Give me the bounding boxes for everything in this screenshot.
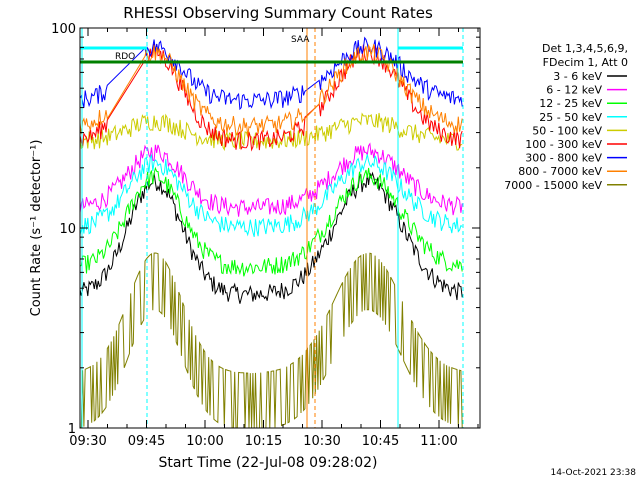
- legend-header-1: Det 1,3,4,5,6,9,: [542, 42, 628, 55]
- x-tick-label-6: 10:45: [362, 434, 399, 449]
- overlay-layer: RDO SAA: [80, 28, 464, 428]
- series-line-8: [79, 43, 463, 136]
- series-line-7: [79, 36, 463, 111]
- y-tick-label-3: 100: [51, 22, 76, 37]
- x-tick-label-5: 10:30: [303, 434, 340, 449]
- legend-label-6: 100 - 300 keV: [525, 138, 602, 151]
- x-tick-label-4: 10:15: [245, 434, 282, 449]
- legend-label-4: 25 - 50 keV: [539, 111, 602, 124]
- legend-label-8: 800 - 7000 keV: [518, 165, 602, 178]
- series-layer: [79, 36, 463, 429]
- y-tick-label-2: 10: [59, 222, 76, 237]
- legend-label-9: 7000 - 15000 keV: [504, 179, 602, 192]
- legend-label-7: 300 - 800 keV: [525, 152, 602, 165]
- legend: Det 1,3,4,5,6,9,FDecim 1, Att 03 - 6 keV…: [504, 42, 628, 192]
- axes-layer: 1 10 100 09:30 09:45 10:00 10:15 10:30 10:45 11:0…: [51, 22, 481, 449]
- legend-label-5: 50 - 100 keV: [532, 124, 602, 137]
- annotation-rdo: RDO: [115, 52, 135, 62]
- y-axis-label: Count Rate (s⁻¹ detector⁻¹): [29, 140, 44, 317]
- chart-title: RHESSI Observing Summary Count Rates: [123, 4, 433, 22]
- x-axis-label: Start Time (22-Jul-08 09:28:02): [158, 455, 377, 471]
- legend-label-1: 3 - 6 keV: [553, 70, 602, 83]
- legend-header-2: FDecim 1, Att 0: [543, 56, 628, 69]
- timestamp: 14-Oct-2021 23:38: [551, 468, 637, 478]
- annotation-saa: SAA: [291, 35, 310, 45]
- x-tick-label-7: 11:00: [420, 434, 457, 449]
- y-tick-label-1: 1: [68, 422, 76, 437]
- legend-label-3: 12 - 25 keV: [539, 97, 602, 110]
- x-tick-label-1: 09:30: [69, 434, 106, 449]
- legend-label-2: 6 - 12 keV: [546, 84, 602, 97]
- x-tick-label-3: 10:00: [186, 434, 223, 449]
- series-line-9: [79, 252, 463, 429]
- x-tick-label-2: 09:45: [128, 434, 165, 449]
